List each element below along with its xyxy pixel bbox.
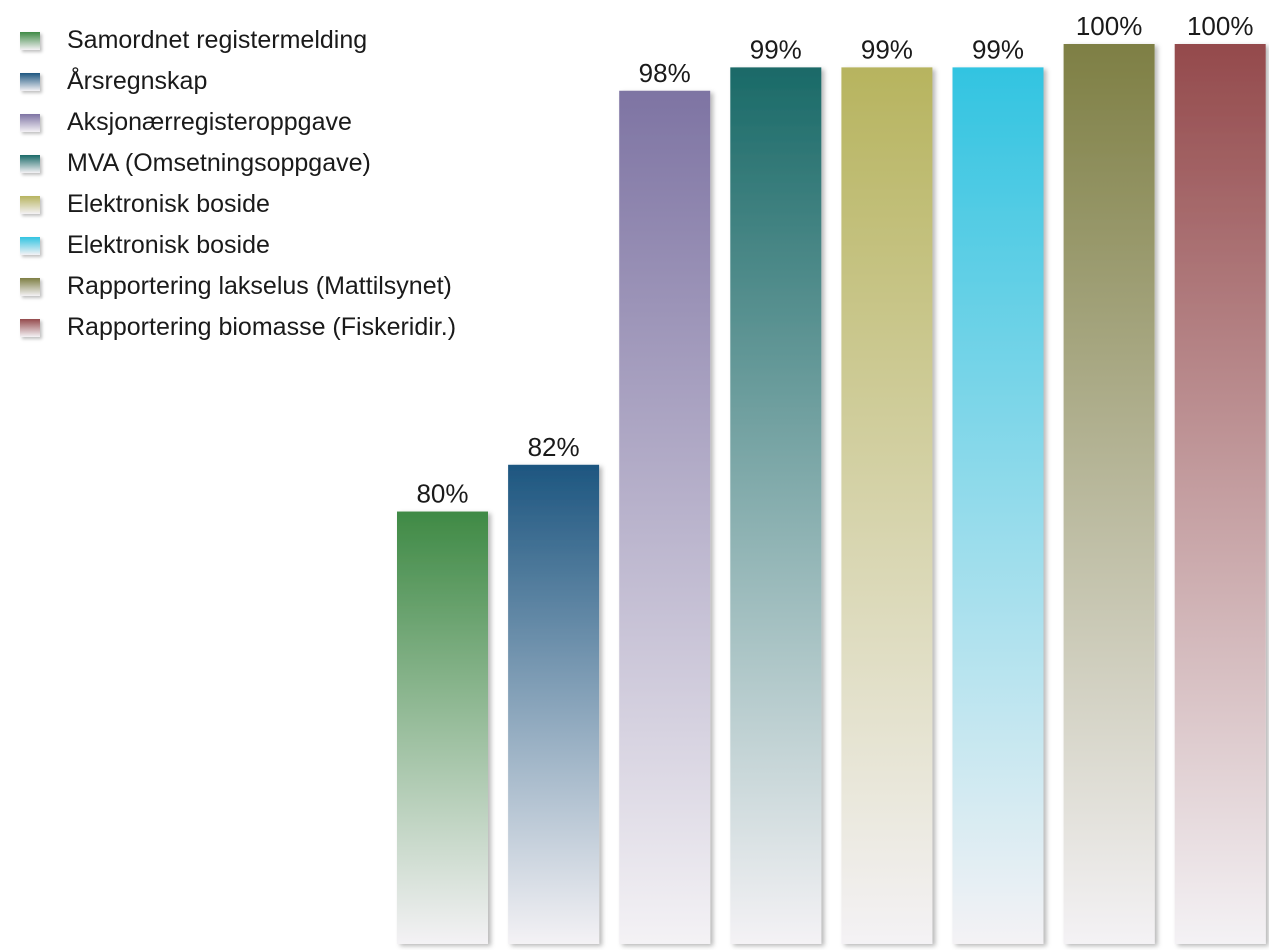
- bar: [841, 67, 933, 944]
- bar-value-label: 80%: [416, 479, 468, 509]
- bar: [1174, 44, 1266, 944]
- bar: [1063, 44, 1155, 944]
- bar-value-label: 100%: [1076, 11, 1143, 41]
- legend-item: Rapportering biomasse (Fiskeridir.): [20, 307, 580, 348]
- legend-label: Årsregnskap: [67, 67, 208, 95]
- legend-item: Samordnet registermelding: [20, 20, 580, 61]
- legend-swatch: [20, 31, 40, 50]
- legend-item: MVA (Omsetningsoppgave): [20, 143, 580, 184]
- bar-value-label: 100%: [1187, 11, 1254, 41]
- legend-label: Rapportering lakselus (Mattilsynet): [67, 272, 452, 300]
- bar: [397, 511, 488, 944]
- legend-swatch: [20, 236, 40, 255]
- bar-value-label: 99%: [750, 34, 802, 64]
- legend-label: Elektronisk boside: [67, 190, 270, 218]
- legend-label: Samordnet registermelding: [67, 26, 368, 54]
- bar: [619, 90, 711, 945]
- legend-swatch: [20, 195, 40, 214]
- legend-swatch: [20, 154, 40, 173]
- bar: [508, 464, 600, 944]
- legend-item: Elektronisk boside: [20, 184, 580, 225]
- legend-label: MVA (Omsetningsoppgave): [67, 149, 371, 177]
- legend-label: Elektronisk boside: [67, 231, 270, 259]
- legend-item: Aksjonærregisteroppgave: [20, 102, 580, 143]
- legend-item: Elektronisk boside: [20, 225, 580, 266]
- bar: [952, 67, 1044, 944]
- legend-swatch: [20, 72, 40, 91]
- legend-swatch: [20, 318, 40, 337]
- legend-swatch: [20, 277, 40, 296]
- bar-value-label: 99%: [861, 34, 913, 64]
- bar-value-label: 82%: [528, 432, 580, 462]
- legend-label: Aksjonærregisteroppgave: [67, 108, 352, 136]
- bar-value-label: 99%: [972, 34, 1024, 64]
- legend-label: Rapportering biomasse (Fiskeridir.): [67, 313, 457, 341]
- legend-item: Rapportering lakselus (Mattilsynet): [20, 266, 580, 307]
- bar-value-label: 98%: [639, 58, 691, 88]
- bar: [730, 67, 822, 944]
- chart-legend: Samordnet registermelding Årsregnskap Aksj…: [20, 20, 580, 348]
- legend-swatch: [20, 113, 40, 132]
- legend-item: Årsregnskap: [20, 61, 580, 102]
